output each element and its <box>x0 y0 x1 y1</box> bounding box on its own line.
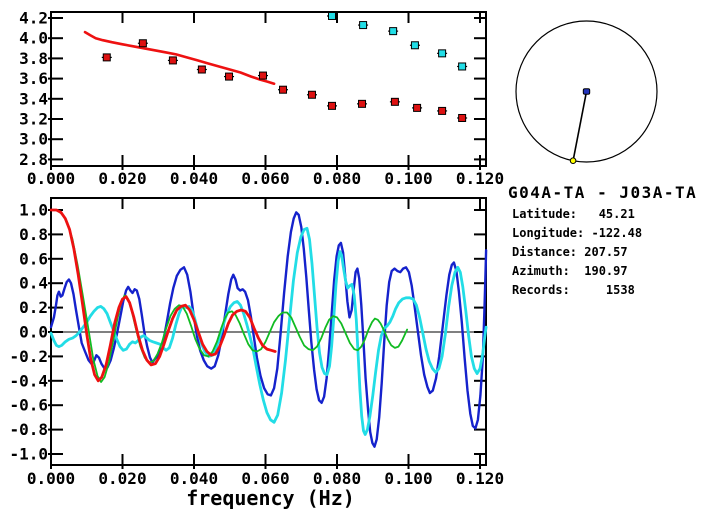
y-tick-label: 3.0 <box>19 130 48 149</box>
measured-points-cyan-point[interactable] <box>438 49 447 58</box>
station-pair-title: G04A-TA - J03A-TA <box>508 183 698 202</box>
x-tick-label: 0.020 <box>98 469 146 488</box>
measured-points-red-point[interactable] <box>168 56 177 65</box>
x-tick-label: 0.080 <box>313 469 361 488</box>
y-tick-label: -0.8 <box>9 420 48 439</box>
y-tick-label: -0.4 <box>9 371 48 390</box>
station-info-panel: G04A-TA - J03A-TA Latitude: 45.21 Longit… <box>508 183 700 300</box>
x-tick-label: 0.040 <box>170 169 218 188</box>
dispersion-plot[interactable]: 0.000 0.020 0.040 0.060 0.080 0.100 0.1202.83.… <box>19 9 504 189</box>
x-tick-label: 0.020 <box>98 169 146 188</box>
y-tick-label: 0.6 <box>19 249 48 268</box>
y-tick-label: 0.8 <box>19 225 48 244</box>
x-tick-label: 0.120 <box>456 169 504 188</box>
y-tick-label: -1.0 <box>9 445 48 464</box>
measured-points-cyan-point[interactable] <box>410 41 419 50</box>
waveform-blue-curve <box>49 211 488 448</box>
measured-points-red-point[interactable] <box>438 106 447 115</box>
records-line: Records: 1538 <box>512 283 635 297</box>
azimuth-needle <box>572 91 588 161</box>
y-tick-label: 3.8 <box>19 49 48 68</box>
y-tick-label: 4.2 <box>19 9 48 28</box>
measured-points-red-point[interactable] <box>225 72 234 81</box>
x-axis-title: frequency (Hz) <box>186 486 355 510</box>
x-tick-label: 0.080 <box>313 169 361 188</box>
measured-points-red-point[interactable] <box>258 71 267 80</box>
y-tick-label: 3.4 <box>19 89 48 108</box>
x-tick-label: 0.100 <box>384 469 432 488</box>
y-tick-label: -0.6 <box>9 396 48 415</box>
station-center-dot <box>582 88 591 95</box>
x-tick-label: 0.120 <box>456 469 504 488</box>
y-tick-label: 3.6 <box>19 69 48 88</box>
measured-points-cyan-point[interactable] <box>389 27 398 36</box>
measured-points-red-point[interactable] <box>279 85 288 94</box>
measured-points-red-point[interactable] <box>327 101 336 110</box>
y-tick-label: 4.0 <box>19 29 48 48</box>
azimuth-line: Azimuth: 190.97 <box>512 264 628 278</box>
x-tick-label: 0.040 <box>170 469 218 488</box>
waveform-cyan-curve <box>49 226 488 436</box>
station-info-lines: Latitude: 45.21 Longitude: -122.48 Dista… <box>508 205 700 300</box>
longitude-line: Longitude: -122.48 <box>512 226 643 240</box>
y-tick-label: 1.0 <box>19 201 48 220</box>
y-tick-label: -0.2 <box>9 347 48 366</box>
waveform-red-curve <box>49 208 277 383</box>
y-tick-label: 2.8 <box>19 150 48 169</box>
y-tick-label: 0.4 <box>19 274 48 293</box>
measured-points-red-point[interactable] <box>102 53 111 62</box>
distance-line: Distance: 207.57 <box>512 245 628 259</box>
measured-points-red-point[interactable] <box>390 97 399 106</box>
y-tick-label: 0.2 <box>19 298 48 317</box>
x-tick-label: 0.100 <box>384 169 432 188</box>
measured-points-cyan-point[interactable] <box>327 11 336 20</box>
measured-points-red-point[interactable] <box>458 113 467 122</box>
x-tick-label: 0.060 <box>241 469 289 488</box>
model-dispersion-curve-curve <box>83 30 276 85</box>
measured-points-cyan-point[interactable] <box>359 21 368 30</box>
spectra-plot[interactable]: 0.000 0.020 0.040 0.060 0.080 0.100 0.120 -1.0 -… <box>9 197 504 510</box>
azimuth-end-dot <box>569 157 577 165</box>
x-tick-label: 0.000 <box>27 469 75 488</box>
x-tick-label: 0.000 <box>27 169 75 188</box>
plot-frame <box>50 11 487 167</box>
measured-points-red-point[interactable] <box>197 65 206 74</box>
x-tick-label: 0.060 <box>241 169 289 188</box>
measured-points-red-point[interactable] <box>358 99 367 108</box>
y-tick-label: 3.2 <box>19 110 48 129</box>
measured-points-cyan-point[interactable] <box>458 62 467 71</box>
y-tick-label: 0.0 <box>19 323 48 342</box>
azimuth-compass <box>515 20 658 165</box>
measured-points-red-point[interactable] <box>138 39 147 48</box>
azimuth-circle <box>515 20 658 163</box>
measured-points-red-point[interactable] <box>413 103 422 112</box>
latitude-line: Latitude: 45.21 <box>512 207 635 221</box>
measured-points-red-point[interactable] <box>307 90 316 99</box>
